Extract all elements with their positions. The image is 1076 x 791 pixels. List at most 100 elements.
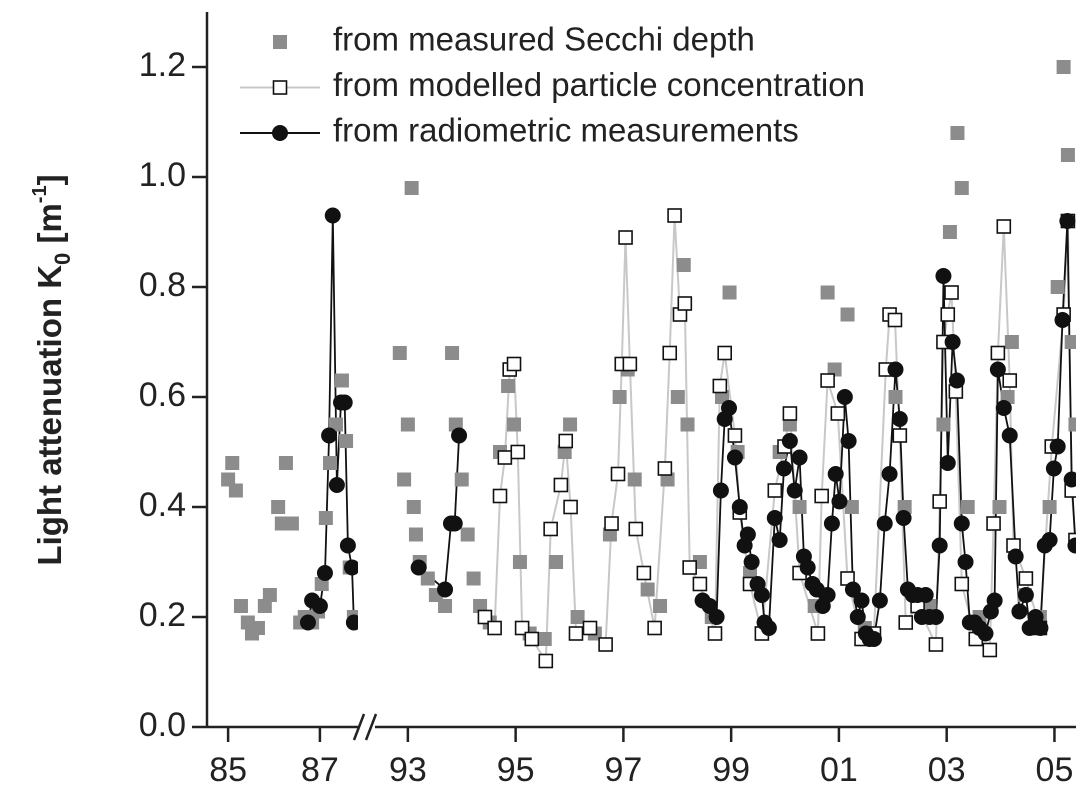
point xyxy=(726,449,743,466)
point xyxy=(339,434,354,448)
point xyxy=(316,565,333,581)
point xyxy=(1032,620,1049,636)
point xyxy=(840,433,857,449)
y-axis-label: Light attenuation K0 [m-1] xyxy=(29,174,75,565)
point xyxy=(640,582,655,597)
point xyxy=(228,483,243,498)
plot-segment xyxy=(392,60,1076,669)
point xyxy=(454,472,469,487)
point xyxy=(881,466,898,482)
point xyxy=(514,620,530,636)
plot-segment xyxy=(221,207,358,641)
point xyxy=(957,554,974,570)
point xyxy=(328,417,343,432)
point xyxy=(1063,471,1076,488)
axes xyxy=(205,12,1076,741)
point xyxy=(766,510,783,526)
legend-marker xyxy=(273,35,287,49)
point xyxy=(775,460,792,477)
point xyxy=(887,361,904,378)
point xyxy=(831,493,848,510)
x-tick-label: 01 xyxy=(820,751,858,789)
y-axis-label-part: [m xyxy=(31,203,68,253)
point xyxy=(871,592,888,609)
point xyxy=(445,346,460,360)
point xyxy=(477,609,493,625)
point xyxy=(1064,335,1076,349)
point xyxy=(602,527,617,542)
x-tick-label: 97 xyxy=(604,751,642,789)
point xyxy=(712,482,729,499)
point xyxy=(888,390,903,404)
point xyxy=(799,559,816,576)
point xyxy=(791,449,808,466)
point xyxy=(876,515,893,532)
point xyxy=(604,516,619,531)
point xyxy=(898,615,914,630)
point xyxy=(844,581,861,598)
lines xyxy=(484,215,1076,665)
point xyxy=(712,378,728,394)
point xyxy=(278,456,293,470)
point xyxy=(328,477,345,493)
point xyxy=(318,511,333,525)
point xyxy=(954,181,969,195)
point xyxy=(1045,460,1062,477)
point xyxy=(840,307,855,322)
point xyxy=(667,208,682,223)
point xyxy=(406,500,421,514)
point xyxy=(400,417,415,432)
point xyxy=(944,285,959,300)
legend-label: from modelled particle concentration xyxy=(333,66,865,103)
point xyxy=(628,521,644,537)
point xyxy=(996,219,1012,234)
point xyxy=(460,527,475,542)
point xyxy=(549,555,564,569)
point xyxy=(990,345,1006,361)
point xyxy=(408,527,423,542)
point xyxy=(473,599,488,613)
point xyxy=(311,598,328,614)
point xyxy=(345,614,358,631)
x-tick-label: 99 xyxy=(712,751,750,789)
point xyxy=(558,433,574,449)
point xyxy=(321,427,338,444)
point xyxy=(942,225,957,239)
point xyxy=(940,307,956,322)
point xyxy=(953,515,970,532)
point xyxy=(553,477,569,493)
point xyxy=(692,576,708,592)
point xyxy=(446,515,463,532)
point xyxy=(717,345,732,361)
point xyxy=(992,500,1007,514)
point xyxy=(682,560,697,575)
point xyxy=(1011,603,1028,620)
point xyxy=(932,494,947,509)
legend-marker xyxy=(272,125,288,141)
point xyxy=(1018,571,1034,586)
point xyxy=(827,466,844,482)
point xyxy=(410,559,427,576)
point xyxy=(939,455,956,471)
point xyxy=(510,444,526,460)
x-tick-label: 87 xyxy=(301,751,339,789)
point xyxy=(814,488,829,504)
axis-break xyxy=(352,713,366,741)
point xyxy=(677,296,693,311)
point xyxy=(950,126,965,140)
point xyxy=(627,472,642,487)
point xyxy=(944,334,961,350)
point xyxy=(466,571,481,586)
point xyxy=(1056,60,1071,74)
point xyxy=(404,181,419,195)
y-axis-label-part: ] xyxy=(31,174,68,185)
point xyxy=(262,588,277,602)
point xyxy=(250,621,265,635)
point xyxy=(657,461,673,476)
point xyxy=(501,379,516,393)
point xyxy=(524,631,540,647)
point xyxy=(492,488,508,504)
point xyxy=(299,614,316,631)
y-axis-label-sub: 0 xyxy=(50,253,75,265)
